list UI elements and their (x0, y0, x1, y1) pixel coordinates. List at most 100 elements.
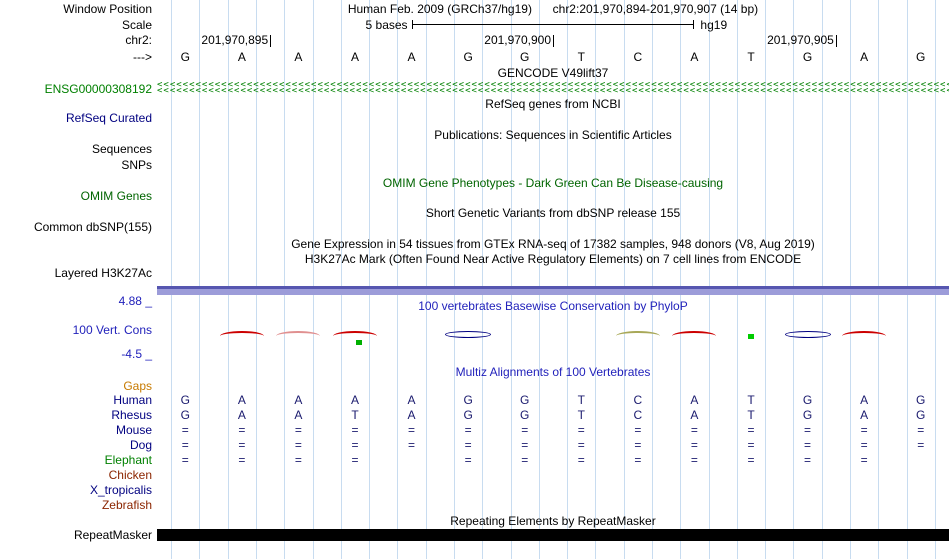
base-cell: G (463, 408, 473, 422)
multiz-row-mouse[interactable]: Mouse = = = = = = = = = = = = = = (0, 423, 950, 437)
base-cell: G (180, 408, 190, 422)
base-cell (779, 498, 836, 512)
base-cell (610, 483, 667, 497)
species-label[interactable]: Mouse (115, 423, 152, 437)
guideline (765, 0, 767, 559)
base-cell (327, 483, 384, 497)
base-cell (836, 498, 893, 512)
base-cell (666, 483, 723, 497)
ruler-tick-label: 201,970,900 (484, 33, 551, 47)
omim-genes-label[interactable]: OMIM Genes (80, 189, 152, 203)
base-cell: G (802, 408, 813, 422)
sequences-label[interactable]: Sequences (91, 142, 152, 156)
gaps-label[interactable]: Gaps (123, 379, 152, 393)
base-cell: = (577, 423, 585, 437)
publications-title-row: Publications: Sequences in Scientific Ar… (0, 128, 950, 142)
guideline (312, 0, 314, 559)
guideline (793, 0, 795, 559)
layered-h3k27ac-label[interactable]: Layered H3K27Ac (54, 266, 152, 280)
base-cell: = (804, 438, 812, 452)
snps-label-row[interactable]: SNPs (0, 158, 950, 172)
base-cell: = (690, 453, 698, 467)
species-label[interactable]: Human (113, 393, 152, 407)
refseq-curated-label[interactable]: RefSeq Curated (65, 111, 152, 125)
multiz-row-elephant[interactable]: Elephant = = = = = = = = = = = = (0, 453, 950, 467)
h3k27ac-signal-bar[interactable] (157, 286, 949, 295)
base-cell (440, 468, 497, 482)
base-cell: = (294, 423, 302, 437)
common-dbsnp-label[interactable]: Common dbSNP(155) (33, 220, 152, 234)
ruler-row[interactable]: chr2: 201,970,895 201,970,900 201,970,905 (0, 33, 950, 49)
base-cell (892, 468, 949, 482)
omim-label-row[interactable]: OMIM Genes (0, 189, 950, 203)
base-cell: = (747, 423, 755, 437)
base-cell: A (407, 393, 416, 407)
ruler-tick-label: 201,970,895 (201, 33, 269, 47)
base-cell (610, 498, 667, 512)
alignment-cells (157, 498, 949, 512)
base-cell: G (520, 408, 530, 422)
base-cell: A (350, 393, 359, 407)
species-label[interactable]: Zebrafish (101, 498, 152, 512)
guideline (538, 0, 540, 559)
repeatmasker-label[interactable]: RepeatMasker (73, 528, 152, 542)
base-cell (157, 498, 214, 512)
h3k27ac-label-row[interactable]: Layered H3K27Ac (0, 266, 950, 280)
gaps-row[interactable]: Gaps (0, 379, 950, 393)
base-cell (723, 498, 780, 512)
ruler-tick-label: 201,970,905 (767, 33, 834, 47)
phylop-min-row: -4.5 _ (0, 347, 950, 361)
phylop-min-label: -4.5 _ (121, 347, 152, 361)
base-cell: A (690, 50, 699, 64)
species-label[interactable]: Chicken (108, 468, 152, 482)
repeatmasker-bar[interactable] (157, 529, 949, 541)
base-cell: G (916, 393, 926, 407)
guideline (878, 0, 880, 559)
vert-cons-label[interactable]: 100 Vert. Cons (72, 323, 152, 337)
gencode-title: GENCODE V49lift37 (497, 66, 609, 80)
guideline (708, 0, 710, 559)
gene-strand-arrows[interactable]: <<<<<<<<<<<<<<<<<<<<<<<<<<<<<<<<<<<<<<<<… (157, 82, 949, 95)
base-cell: = (860, 438, 868, 452)
base-cell: = (521, 423, 529, 437)
base-cell: = (351, 438, 359, 452)
phylop-label-row[interactable]: 100 Vert. Cons (0, 323, 950, 337)
multiz-row-human[interactable]: Human G A A A A G G T C A T G A G (0, 393, 950, 407)
multiz-row-dog[interactable]: Dog = = = = = = = = = = = = = = (0, 438, 950, 452)
base-cell: G (180, 50, 190, 64)
sequences-label-row[interactable]: Sequences (0, 142, 950, 156)
dbsnp-label-row[interactable]: Common dbSNP(155) (0, 220, 950, 234)
conservation-mark (333, 331, 377, 341)
base-cell: = (238, 453, 246, 467)
multiz-row-rhesus[interactable]: Rhesus G A A T A G G T C A T G A G (0, 408, 950, 422)
base-cell: G (463, 50, 473, 64)
base-cell: = (577, 453, 585, 467)
omim-title-row: OMIM Gene Phenotypes - Dark Green Can Be… (0, 176, 950, 190)
alignment-cells (157, 468, 949, 482)
repeatmasker-label-row[interactable]: RepeatMasker (0, 528, 950, 542)
gencode-gene-row[interactable]: ENSG00000308192 <<<<<<<<<<<<<<<<<<<<<<<<… (0, 82, 950, 96)
refseq-label-row[interactable]: RefSeq Curated (0, 111, 950, 125)
base-cell (610, 468, 667, 482)
base-cell: A (350, 50, 359, 64)
multiz-row-chicken[interactable]: Chicken (0, 468, 950, 482)
alignment-cells: = = = = = = = = = = = = = = (157, 438, 949, 452)
species-label[interactable]: X_tropicalis (89, 483, 152, 497)
snps-label[interactable]: SNPs (121, 158, 152, 172)
species-label[interactable]: Rhesus (111, 408, 152, 422)
base-cell (496, 468, 553, 482)
base-cell: = (747, 438, 755, 452)
species-label[interactable]: Dog (129, 438, 152, 452)
species-label[interactable]: Elephant (104, 453, 152, 467)
strand-arrow-line: <<<<<<<<<<<<<<<<<<<<<<<<<<<<<<<<<<<<<<<<… (157, 82, 949, 88)
gene-id-label[interactable]: ENSG00000308192 (44, 82, 152, 96)
multiz-row-x_tropicalis[interactable]: X_tropicalis (0, 483, 950, 497)
multiz-row-zebrafish[interactable]: Zebrafish (0, 498, 950, 512)
base-cell: T (747, 408, 755, 422)
conservation-mark (672, 331, 717, 341)
ruler-tick (553, 35, 554, 47)
sequence-row[interactable]: ---> G A A A A G G T C A T G A G (0, 50, 950, 64)
base-cell: A (860, 408, 869, 422)
